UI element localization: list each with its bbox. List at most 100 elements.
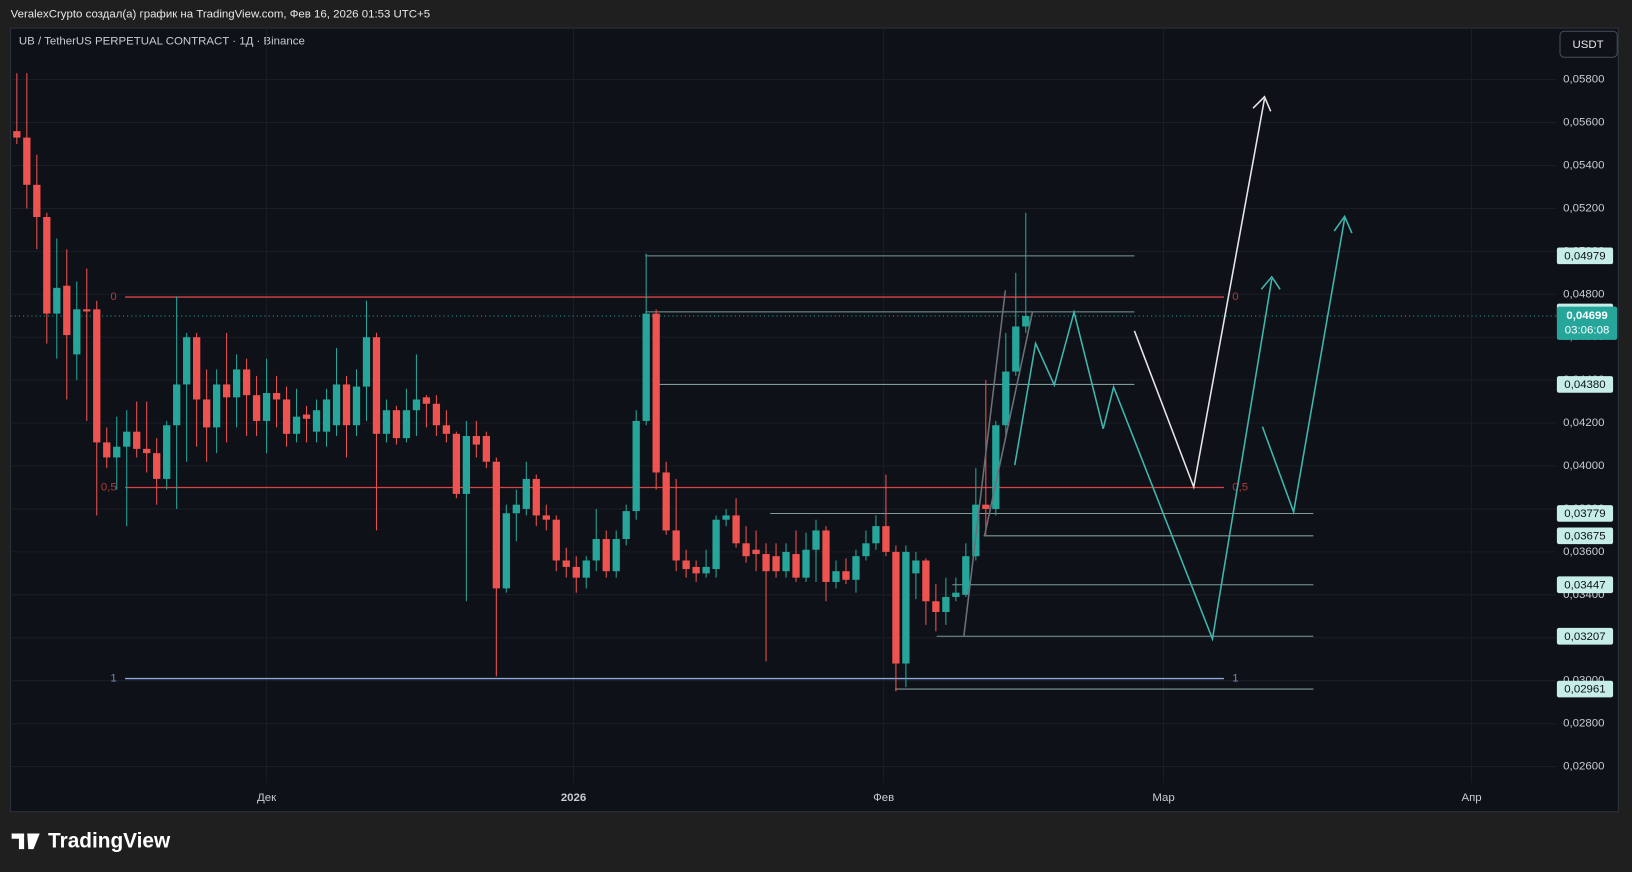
x-tick-label: Апр	[1461, 792, 1481, 804]
candle-body	[962, 556, 970, 595]
candle-body	[732, 515, 740, 544]
channel-line	[962, 290, 1007, 637]
price-label-box	[1556, 247, 1614, 265]
candle-body	[492, 461, 500, 589]
candle-body	[372, 337, 381, 434]
candle-body	[452, 433, 461, 494]
x-tick-label: 2026	[561, 792, 586, 804]
candle-body	[872, 526, 880, 544]
candle-body	[53, 287, 61, 314]
candle-body	[193, 337, 201, 400]
candle-body	[212, 384, 221, 428]
logo-icon	[11, 833, 40, 850]
x-tick-label: Мар	[1152, 792, 1174, 804]
price-label: 0,03447	[1564, 579, 1605, 591]
fib-label: 0,5	[1232, 482, 1248, 494]
price-label-box	[1556, 627, 1614, 645]
arrow-head	[1252, 95, 1272, 112]
candle-body	[532, 478, 540, 516]
footer-logo: TradingView	[11, 829, 171, 852]
arrow-head	[1333, 214, 1353, 234]
candle-body	[822, 530, 830, 582]
candle-body	[1022, 315, 1030, 327]
candle-body	[622, 511, 630, 540]
projection-path	[1133, 98, 1266, 490]
price-label: 0,04380	[1564, 379, 1605, 391]
fib-label: 1	[1232, 673, 1238, 685]
candle-body	[1012, 326, 1020, 372]
candle-body	[442, 425, 451, 434]
y-tick-label: 0,04000	[1563, 460, 1604, 472]
plot-area	[10, 27, 1619, 813]
y-tick-label: 0,05400	[1563, 160, 1604, 172]
candle-body	[662, 472, 670, 531]
candle-body	[712, 519, 720, 570]
candle-body	[702, 566, 710, 574]
candle-body	[23, 137, 31, 185]
arrow-head	[1260, 275, 1281, 290]
y-tick-label: 0,02800	[1563, 718, 1604, 730]
candle-body	[93, 309, 101, 443]
price-label: 0,02961	[1564, 684, 1605, 696]
candle-body	[352, 386, 361, 426]
candle-body	[302, 414, 311, 419]
candle-body	[692, 566, 700, 574]
candle-body	[232, 369, 241, 398]
candle-body	[222, 384, 231, 398]
y-tick-label: 0,04800	[1563, 288, 1604, 300]
candle-body	[602, 539, 610, 572]
candle-body	[272, 393, 281, 400]
symbol: UB / TetherUS PERPETUAL CONTRACT · 1Д · …	[19, 36, 305, 48]
candle-body	[173, 384, 181, 426]
candle-body	[952, 592, 960, 597]
candle-body	[83, 309, 91, 312]
y-tick-label: 0,03600	[1563, 546, 1604, 558]
candle-body	[1002, 371, 1010, 426]
y-tick-label: 0,05200	[1563, 202, 1604, 214]
channel-line	[983, 312, 1034, 537]
last-price-label: 0,04699	[1566, 310, 1607, 322]
last-price-box	[1556, 306, 1618, 340]
candle-body	[73, 309, 81, 355]
price-label: 0,03675	[1564, 530, 1605, 542]
candle-body	[412, 399, 421, 411]
candle-body	[582, 560, 590, 578]
candle-body	[362, 337, 371, 387]
price-label: 0,03207	[1564, 631, 1605, 643]
candle-body	[742, 543, 750, 557]
candle-body	[382, 410, 391, 434]
candle-body	[103, 442, 111, 458]
candle-body	[432, 403, 441, 426]
candle-body	[402, 410, 411, 439]
candle-body	[832, 571, 840, 582]
price-label: 0,03779	[1564, 508, 1605, 520]
candle-body	[982, 504, 990, 509]
fib-label: 0	[1232, 291, 1238, 303]
candle-body	[312, 410, 321, 432]
candle-body	[143, 448, 151, 454]
candle-body	[63, 285, 71, 336]
y-tick-label: 0,05800	[1563, 74, 1604, 86]
candle-body	[892, 551, 900, 664]
currency-label[interactable]: USDT	[1573, 39, 1604, 51]
logo-text: TradingView	[48, 829, 171, 852]
candle-body	[942, 596, 950, 613]
currency-button[interactable]	[1559, 30, 1618, 58]
y-tick-label: 0,02600	[1563, 761, 1604, 773]
x-tick-label: Фев	[873, 792, 894, 804]
candle-body	[282, 399, 291, 434]
candle-body	[812, 530, 820, 550]
candle-body	[13, 131, 21, 138]
countdown: 03:06:08	[1565, 325, 1610, 337]
x-tick-label: Дек	[257, 792, 277, 804]
projection-path	[1261, 218, 1346, 515]
candle-body	[632, 420, 640, 512]
candle-body	[792, 554, 800, 578]
candle-body	[512, 504, 520, 514]
candle-body	[772, 556, 780, 572]
candle-body	[862, 543, 870, 557]
fib-label: 0	[110, 291, 116, 303]
price-label-box	[1556, 680, 1614, 698]
